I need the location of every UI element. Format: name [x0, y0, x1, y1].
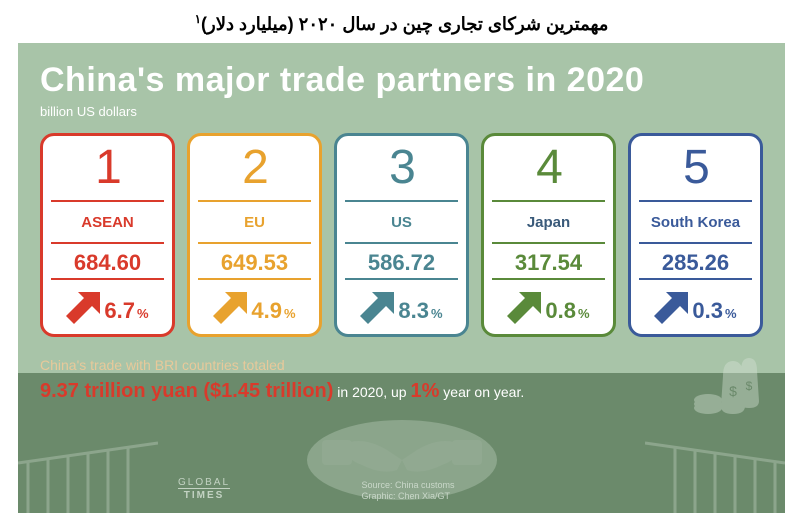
- pct-symbol: %: [431, 306, 443, 321]
- card-divider: [639, 278, 752, 280]
- global-times-logo: GLOBAL TIMES: [178, 477, 230, 501]
- credits: Source: China customs Graphic: Chen Xia/…: [362, 480, 455, 503]
- persian-title: مهمترین شرکای تجاری چین در سال ۲۰۲۰ (میل…: [0, 0, 803, 43]
- change-value: 4.9: [251, 298, 282, 324]
- infographic-content: China's major trade partners in 2020 bil…: [18, 43, 785, 424]
- pct-symbol: %: [284, 306, 296, 321]
- partner-name: Japan: [527, 206, 570, 240]
- partner-name: EU: [244, 206, 265, 240]
- rank-number: 2: [242, 144, 267, 192]
- infographic-subtitle: billion US dollars: [40, 104, 763, 119]
- partner-card-4: 4 Japan 317.54 0.8 %: [481, 133, 616, 337]
- pct-symbol: %: [725, 306, 737, 321]
- bridge-left-icon: [18, 433, 158, 513]
- rank-number: 1: [95, 144, 120, 192]
- trade-value: 586.72: [368, 250, 435, 276]
- rank-box: 1: [51, 142, 164, 198]
- partner-cards-row: 1 ASEAN 684.60 6.7 % 2 EU 649.53: [40, 133, 763, 337]
- rank-box: 2: [198, 142, 311, 198]
- card-divider: [492, 278, 605, 280]
- bri-after: in 2020, up: [333, 384, 410, 400]
- rank-box: 5: [639, 142, 752, 198]
- change-value: 0.8: [545, 298, 576, 324]
- card-divider: [51, 200, 164, 202]
- change-row: 4.9 %: [213, 288, 295, 324]
- rank-number: 4: [536, 144, 561, 192]
- change-row: 6.7 %: [66, 288, 148, 324]
- partner-card-2: 2 EU 649.53 4.9 %: [187, 133, 322, 337]
- partner-name: US: [391, 206, 412, 240]
- pct-symbol: %: [137, 306, 149, 321]
- partner-card-1: 1 ASEAN 684.60 6.7 %: [40, 133, 175, 337]
- bri-highlight: 9.37 trillion yuan ($1.45 trillion): [40, 380, 333, 402]
- bri-tail: year on year.: [439, 384, 524, 400]
- svg-text:$: $: [729, 383, 737, 399]
- card-divider: [639, 200, 752, 202]
- card-divider: [345, 200, 458, 202]
- partner-name: South Korea: [651, 206, 740, 240]
- infographic-container: China's major trade partners in 2020 bil…: [18, 43, 785, 513]
- change-row: 0.8 %: [507, 288, 589, 324]
- change-value: 6.7: [104, 298, 135, 324]
- up-arrow-icon: [213, 288, 249, 324]
- logo-line2: TIMES: [178, 488, 230, 501]
- infographic-title: China's major trade partners in 2020: [40, 61, 763, 100]
- trade-value: 684.60: [74, 250, 141, 276]
- card-divider: [198, 278, 311, 280]
- up-arrow-icon: [66, 288, 102, 324]
- card-divider: [51, 278, 164, 280]
- change-value: 0.3: [692, 298, 723, 324]
- change-row: 8.3 %: [360, 288, 442, 324]
- credit-source: Source: China customs: [362, 480, 455, 492]
- card-divider: [639, 242, 752, 244]
- logo-line1: GLOBAL: [178, 477, 230, 488]
- credit-graphic: Graphic: Chen Xia/GT: [362, 491, 455, 503]
- partner-card-3: 3 US 586.72 8.3 %: [334, 133, 469, 337]
- bri-line1: China's trade with BRI countries totaled: [40, 355, 763, 376]
- bri-pct: 1%: [410, 380, 439, 402]
- card-divider: [198, 242, 311, 244]
- card-divider: [492, 242, 605, 244]
- trade-value: 317.54: [515, 250, 582, 276]
- partner-name: ASEAN: [81, 206, 134, 240]
- pct-symbol: %: [578, 306, 590, 321]
- rank-number: 3: [389, 144, 414, 192]
- change-value: 8.3: [398, 298, 429, 324]
- svg-text:$: $: [746, 379, 753, 393]
- card-divider: [51, 242, 164, 244]
- persian-title-text: مهمترین شرکای تجاری چین در سال ۲۰۲۰ (میل…: [201, 14, 608, 34]
- up-arrow-icon: [507, 288, 543, 324]
- card-divider: [198, 200, 311, 202]
- card-divider: [492, 200, 605, 202]
- rank-number: 5: [683, 144, 708, 192]
- partner-card-5: 5 South Korea 285.26 0.3 %: [628, 133, 763, 337]
- bri-line2: 9.37 trillion yuan ($1.45 trillion) in 2…: [40, 376, 763, 406]
- rank-box: 3: [345, 142, 458, 198]
- card-divider: [345, 278, 458, 280]
- moneybags-icon: $ $: [693, 356, 763, 421]
- card-divider: [345, 242, 458, 244]
- bri-summary: China's trade with BRI countries totaled…: [40, 355, 763, 406]
- trade-value: 649.53: [221, 250, 288, 276]
- rank-box: 4: [492, 142, 605, 198]
- change-row: 0.3 %: [654, 288, 736, 324]
- up-arrow-icon: [654, 288, 690, 324]
- trade-value: 285.26: [662, 250, 729, 276]
- bridge-right-icon: [645, 433, 785, 513]
- up-arrow-icon: [360, 288, 396, 324]
